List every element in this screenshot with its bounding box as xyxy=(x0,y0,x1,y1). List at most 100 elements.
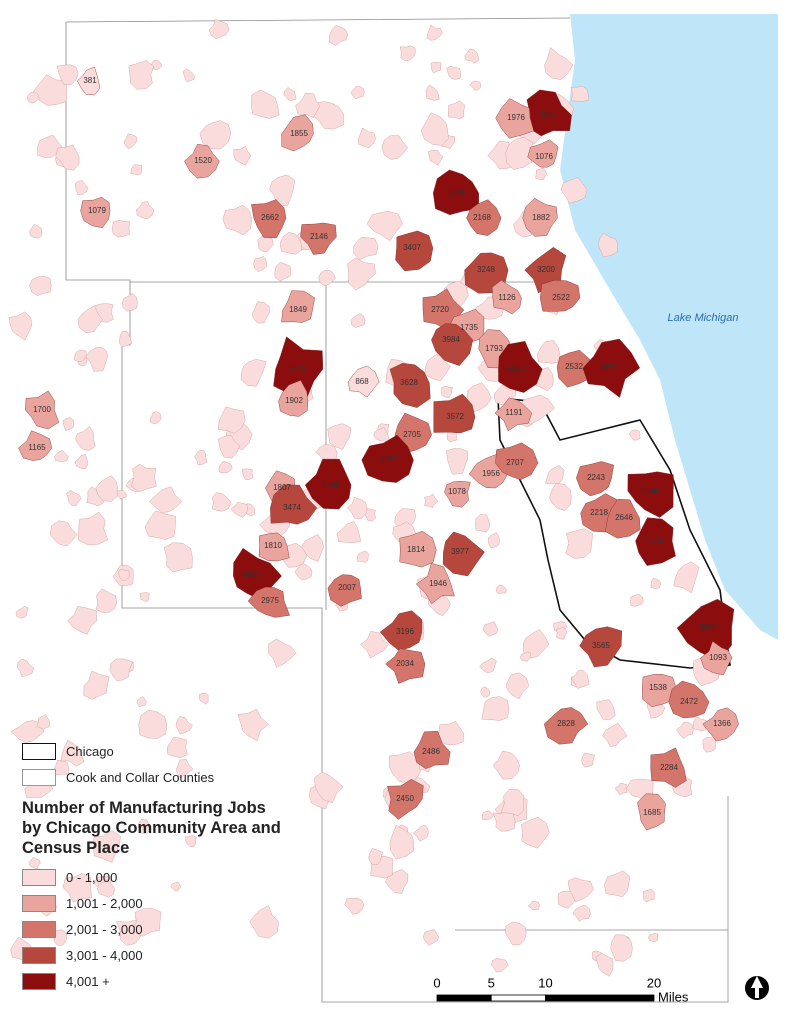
place-area xyxy=(505,921,527,946)
place-area xyxy=(520,816,550,849)
place-area xyxy=(166,736,188,758)
place-area xyxy=(610,934,633,962)
place-area xyxy=(253,256,267,272)
place-area xyxy=(373,427,389,442)
place-area xyxy=(328,25,349,46)
region-label: 2218 xyxy=(590,508,608,517)
region-label: 1849 xyxy=(289,305,307,314)
region xyxy=(627,471,674,518)
place-area xyxy=(27,91,40,104)
place-area xyxy=(544,47,574,80)
place-area xyxy=(353,236,379,260)
legend-label: 1,001 - 2,000 xyxy=(66,895,143,911)
place-area xyxy=(527,901,540,910)
place-area xyxy=(535,167,547,181)
region xyxy=(399,530,437,568)
place-area xyxy=(109,658,133,682)
place-area xyxy=(133,908,162,937)
place-area xyxy=(233,145,252,166)
place-area xyxy=(495,584,507,595)
region-label: 1078 xyxy=(448,487,466,496)
place-area xyxy=(29,275,52,296)
place-area xyxy=(116,490,127,500)
region-label: 7773 xyxy=(288,364,306,373)
place-area xyxy=(492,750,520,780)
place-area xyxy=(83,670,110,700)
region xyxy=(327,574,362,607)
region-label: 1956 xyxy=(482,469,500,478)
place-area xyxy=(480,686,491,698)
region-label: 4347 xyxy=(539,110,557,119)
region xyxy=(251,199,287,239)
place-area xyxy=(54,450,69,462)
place-area xyxy=(560,177,588,204)
region xyxy=(495,442,539,481)
place-area xyxy=(131,464,157,493)
legend-label: 4,001 + xyxy=(66,973,110,989)
region xyxy=(385,648,426,684)
region-label: 2472 xyxy=(680,697,698,706)
place-area xyxy=(389,824,415,860)
region-label: 2707 xyxy=(506,458,524,467)
legend-swatch xyxy=(22,972,56,990)
legend-item: Cook and Collar Counties xyxy=(22,764,302,790)
place-area xyxy=(279,232,302,255)
place-area xyxy=(33,74,68,106)
place-area xyxy=(565,528,593,559)
region-label: 1538 xyxy=(649,683,667,692)
place-area xyxy=(446,65,461,80)
region-label: 5046 xyxy=(448,188,466,197)
place-area xyxy=(96,588,118,613)
place-area xyxy=(242,468,254,480)
place-area xyxy=(138,818,152,834)
place-area xyxy=(446,448,469,475)
region xyxy=(641,674,677,708)
place-area xyxy=(93,830,121,863)
place-area xyxy=(50,520,78,547)
place-area xyxy=(37,134,63,158)
legend-swatch xyxy=(22,946,56,964)
place-area xyxy=(55,144,80,171)
region xyxy=(389,362,431,408)
region-label: 1814 xyxy=(407,545,425,554)
region xyxy=(700,640,733,676)
region-label: 3565 xyxy=(592,641,610,650)
region-label: 2532 xyxy=(565,362,583,371)
place-area xyxy=(522,629,550,659)
place-area xyxy=(412,824,429,842)
region-label: 8407 xyxy=(699,623,717,632)
region-label: 2486 xyxy=(422,747,440,756)
region xyxy=(543,707,589,745)
region-label: 1810 xyxy=(264,541,282,550)
place-area xyxy=(481,696,510,721)
place-area xyxy=(482,621,499,637)
place-area xyxy=(381,135,408,160)
legend-item: Chicago xyxy=(22,738,302,764)
scale-tick-label: 10 xyxy=(538,975,552,990)
place-area xyxy=(240,359,267,387)
place-area xyxy=(144,510,176,540)
region xyxy=(526,89,572,137)
region xyxy=(77,66,101,96)
place-area xyxy=(56,64,79,86)
region xyxy=(184,143,220,179)
region xyxy=(527,139,559,168)
place-area xyxy=(10,720,45,743)
region-label: 3248 xyxy=(477,265,495,274)
place-area xyxy=(163,542,193,573)
region-label: 4057 xyxy=(380,455,398,464)
place-area xyxy=(217,406,246,434)
place-area xyxy=(149,486,183,513)
region xyxy=(605,498,641,539)
place-area xyxy=(182,68,195,82)
place-area xyxy=(67,606,98,635)
place-area xyxy=(63,417,75,431)
place-area xyxy=(97,880,116,898)
region xyxy=(702,707,739,742)
place-area xyxy=(347,257,376,291)
place-area xyxy=(650,577,662,590)
place-area xyxy=(138,709,168,739)
place-area xyxy=(556,626,568,640)
scale-segment xyxy=(545,994,655,1002)
